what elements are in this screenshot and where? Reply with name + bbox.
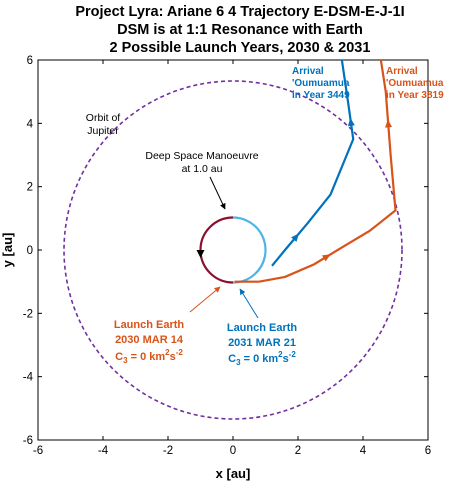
x-tick-label: 0 bbox=[230, 445, 236, 457]
y-tick-label: 0 bbox=[27, 245, 33, 257]
dsm-annotation-line-1: Deep Space Manoeuvre bbox=[145, 150, 258, 162]
y-tick-label: -2 bbox=[23, 308, 33, 320]
arrival-2031-line-2: 'Oumuamua bbox=[292, 78, 350, 89]
dsm-loop-direction-arrow bbox=[196, 250, 205, 258]
y-tick-label: -4 bbox=[23, 372, 34, 384]
arrival-2030-line-1: Arrival bbox=[386, 66, 418, 77]
launch-2030-arrow bbox=[189, 286, 221, 313]
y-axis-ticks: -6 -4 -2 0 2 4 6 bbox=[23, 55, 428, 447]
trajectory-2031-line bbox=[271, 59, 355, 267]
launch-2030-c3: C3 = 0 km2s-2 bbox=[115, 348, 183, 365]
traj-2031-arrow-2 bbox=[347, 117, 355, 127]
x-tick-label: 4 bbox=[360, 445, 367, 457]
traj-2031-arrow-1 bbox=[291, 233, 299, 242]
arrival-2031-line-3: in Year 3449 bbox=[292, 90, 350, 101]
x-tick-label: -4 bbox=[98, 445, 109, 457]
chart-title-line-1: Project Lyra: Ariane 6 4 Trajectory E-DS… bbox=[75, 4, 404, 20]
dsm-annotation-line-2: at 1.0 au bbox=[182, 163, 223, 175]
arrival-2031-line-1: Arrival bbox=[292, 66, 324, 77]
x-axis-label: x [au] bbox=[216, 466, 251, 481]
x-tick-label: -2 bbox=[163, 445, 173, 457]
x-tick-label: 2 bbox=[295, 445, 301, 457]
y-tick-label: 6 bbox=[27, 55, 33, 67]
y-tick-label: 4 bbox=[27, 118, 34, 130]
x-tick-label: -6 bbox=[33, 445, 43, 457]
launch-2031-line-1: Launch Earth bbox=[227, 322, 298, 334]
launch-2031-line-2: 2031 MAR 21 bbox=[228, 337, 296, 349]
jupiter-orbit-label-line-2: Jupiter bbox=[87, 125, 119, 137]
arrival-2030-line-3: in Year 3819 bbox=[386, 90, 444, 101]
dsm-annotation-arrow bbox=[209, 176, 226, 210]
chart-title-line-3: 2 Possible Launch Years, 2030 & 2031 bbox=[110, 40, 371, 56]
x-axis-ticks: -6 -4 -2 0 2 4 6 bbox=[33, 60, 431, 457]
traj-2030-arrow-1 bbox=[322, 254, 331, 262]
x-tick-label: 6 bbox=[425, 445, 431, 457]
y-tick-label: -6 bbox=[23, 435, 33, 447]
plot-area bbox=[37, 59, 429, 441]
launch-2030-line-2: 2030 MAR 14 bbox=[115, 334, 184, 346]
dsm-loop-right-arc bbox=[232, 216, 267, 284]
chart-title-line-2: DSM is at 1:1 Resonance with Earth bbox=[117, 22, 363, 38]
trajectory-direction-arrows bbox=[291, 117, 392, 262]
jupiter-orbit-label-line-1: Orbit of bbox=[86, 112, 121, 124]
y-axis-label: y [au] bbox=[0, 233, 15, 268]
jupiter-orbit-circle bbox=[63, 80, 403, 420]
launch-2031-c3: C3 = 0 km2s-2 bbox=[228, 350, 296, 367]
y-tick-label: 2 bbox=[27, 182, 33, 194]
arrival-2030-line-2: 'Oumuamua bbox=[386, 78, 444, 89]
traj-2030-arrow-2 bbox=[385, 119, 392, 128]
launch-2030-line-1: Launch Earth bbox=[114, 319, 185, 331]
launch-2031-arrow bbox=[239, 288, 259, 319]
